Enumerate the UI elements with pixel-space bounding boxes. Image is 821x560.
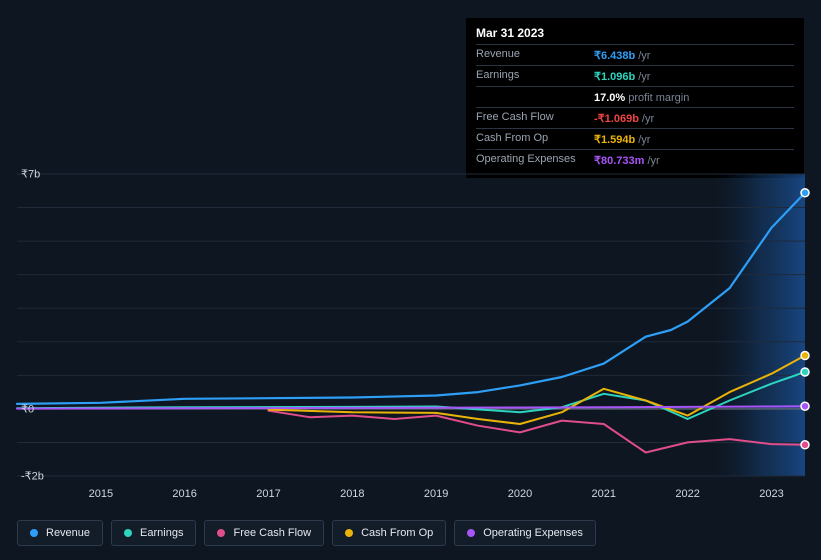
chart-svg xyxy=(17,160,805,500)
legend-label: Earnings xyxy=(140,527,183,539)
tooltip-label xyxy=(476,90,594,104)
series-end-marker xyxy=(801,352,809,360)
chart-legend: Revenue Earnings Free Cash Flow Cash From O… xyxy=(17,520,596,546)
x-axis-label: 2018 xyxy=(340,488,364,500)
tooltip-row: Free Cash Flow-₹1.069b/yr xyxy=(476,107,794,128)
tooltip-label: Revenue xyxy=(476,48,594,62)
legend-swatch xyxy=(30,529,38,537)
legend-swatch xyxy=(467,529,475,537)
x-axis-label: 2023 xyxy=(759,488,783,500)
tooltip-row: 17.0%profit margin xyxy=(476,86,794,107)
x-axis-label: 2015 xyxy=(89,488,113,500)
series-end-marker xyxy=(801,441,809,449)
legend-item-cash-from-op[interactable]: Cash From Op xyxy=(332,520,446,546)
legend-swatch xyxy=(124,529,132,537)
tooltip-label: Cash From Op xyxy=(476,132,594,146)
legend-label: Revenue xyxy=(46,527,90,539)
legend-item-earnings[interactable]: Earnings xyxy=(111,520,196,546)
tooltip-row: Earnings₹1.096b/yr xyxy=(476,65,794,86)
y-axis-label: ₹7b xyxy=(21,168,40,181)
tooltip-suffix: /yr xyxy=(642,113,654,125)
x-axis-label: 2016 xyxy=(172,488,196,500)
tooltip-value: ₹1.096b xyxy=(594,71,635,83)
y-axis-label: -₹2b xyxy=(21,470,44,483)
tooltip-label: Earnings xyxy=(476,69,594,83)
x-axis-label: 2020 xyxy=(508,488,532,500)
financials-chart: ₹7b ₹0 -₹2b 2015 2016 2017 2018 2019 2020 2021 202… xyxy=(17,160,805,500)
tooltip-suffix: profit margin xyxy=(628,92,689,104)
legend-item-operating-expenses[interactable]: Operating Expenses xyxy=(454,520,596,546)
tooltip-value: -₹1.069b xyxy=(594,113,639,125)
tooltip-row: Revenue₹6.438b/yr xyxy=(476,44,794,65)
legend-label: Cash From Op xyxy=(361,527,433,539)
chart-tooltip: Mar 31 2023 Revenue₹6.438b/yrEarnings₹1.… xyxy=(466,18,804,178)
series-end-marker xyxy=(801,368,809,376)
tooltip-suffix: /yr xyxy=(638,134,650,146)
tooltip-suffix: /yr xyxy=(638,50,650,62)
x-axis-label: 2021 xyxy=(592,488,616,500)
series-end-marker xyxy=(801,189,809,197)
x-axis-label: 2017 xyxy=(256,488,280,500)
tooltip-label: Free Cash Flow xyxy=(476,111,594,125)
tooltip-row: Cash From Op₹1.594b/yr xyxy=(476,128,794,149)
tooltip-value: 17.0% xyxy=(594,92,625,104)
y-axis-label: ₹0 xyxy=(21,402,34,415)
legend-swatch xyxy=(217,529,225,537)
legend-label: Free Cash Flow xyxy=(233,527,311,539)
series-end-marker xyxy=(801,402,809,410)
x-axis-label: 2019 xyxy=(424,488,448,500)
legend-label: Operating Expenses xyxy=(483,527,583,539)
x-axis-label: 2022 xyxy=(675,488,699,500)
legend-swatch xyxy=(345,529,353,537)
legend-item-free-cash-flow[interactable]: Free Cash Flow xyxy=(204,520,324,546)
legend-item-revenue[interactable]: Revenue xyxy=(17,520,103,546)
series-revenue xyxy=(17,193,805,404)
tooltip-value: ₹6.438b xyxy=(594,50,635,62)
tooltip-suffix: /yr xyxy=(638,71,650,83)
tooltip-date: Mar 31 2023 xyxy=(476,26,794,44)
tooltip-value: ₹1.594b xyxy=(594,134,635,146)
